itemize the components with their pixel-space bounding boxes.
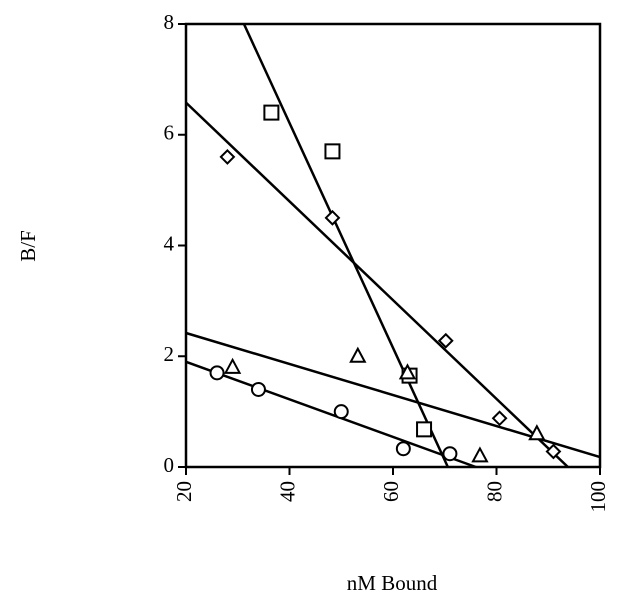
fit-line-square: [242, 23, 449, 468]
point-diamond: [219, 148, 236, 165]
point-triangle: [223, 357, 242, 374]
point-circle: [209, 365, 225, 381]
point-triangle: [349, 346, 367, 363]
point-square: [416, 421, 433, 438]
x-tick-label: 100: [586, 481, 610, 513]
y-tick-label: 0: [164, 453, 175, 477]
point-square: [324, 143, 341, 160]
point-diamond: [545, 443, 562, 460]
point-diamond: [437, 332, 454, 349]
point-triangle: [398, 363, 417, 380]
point-circle: [395, 441, 411, 457]
point-circle: [333, 404, 349, 420]
x-tick-label: 20: [172, 481, 196, 502]
plot-area-frame: [184, 22, 602, 469]
point-diamond: [324, 209, 341, 226]
fit-lines: [185, 23, 601, 469]
point-circle: [250, 381, 266, 397]
x-tick-label: 80: [482, 481, 506, 502]
data-points: [209, 104, 562, 463]
y-tick-label: 2: [164, 342, 175, 366]
fit-line-circle: [185, 360, 477, 469]
x-axis-title: nM Bound: [347, 571, 438, 595]
x-tick-label: 60: [379, 481, 403, 502]
y-tick-label: 4: [164, 231, 175, 255]
tick-labels: 0 2 4 6 8 20 40 60 80 100: [164, 10, 610, 513]
x-tick-label: 40: [275, 481, 299, 502]
tick-marks: [178, 23, 601, 475]
point-circle: [442, 446, 458, 462]
y-axis-title: B/F: [16, 230, 40, 262]
point-triangle: [528, 424, 546, 441]
y-tick-label: 6: [164, 121, 175, 145]
point-diamond: [491, 410, 508, 427]
point-square: [263, 104, 280, 121]
y-tick-label: 8: [164, 10, 175, 34]
fit-line-diamond: [185, 101, 569, 468]
point-triangle: [471, 446, 489, 463]
